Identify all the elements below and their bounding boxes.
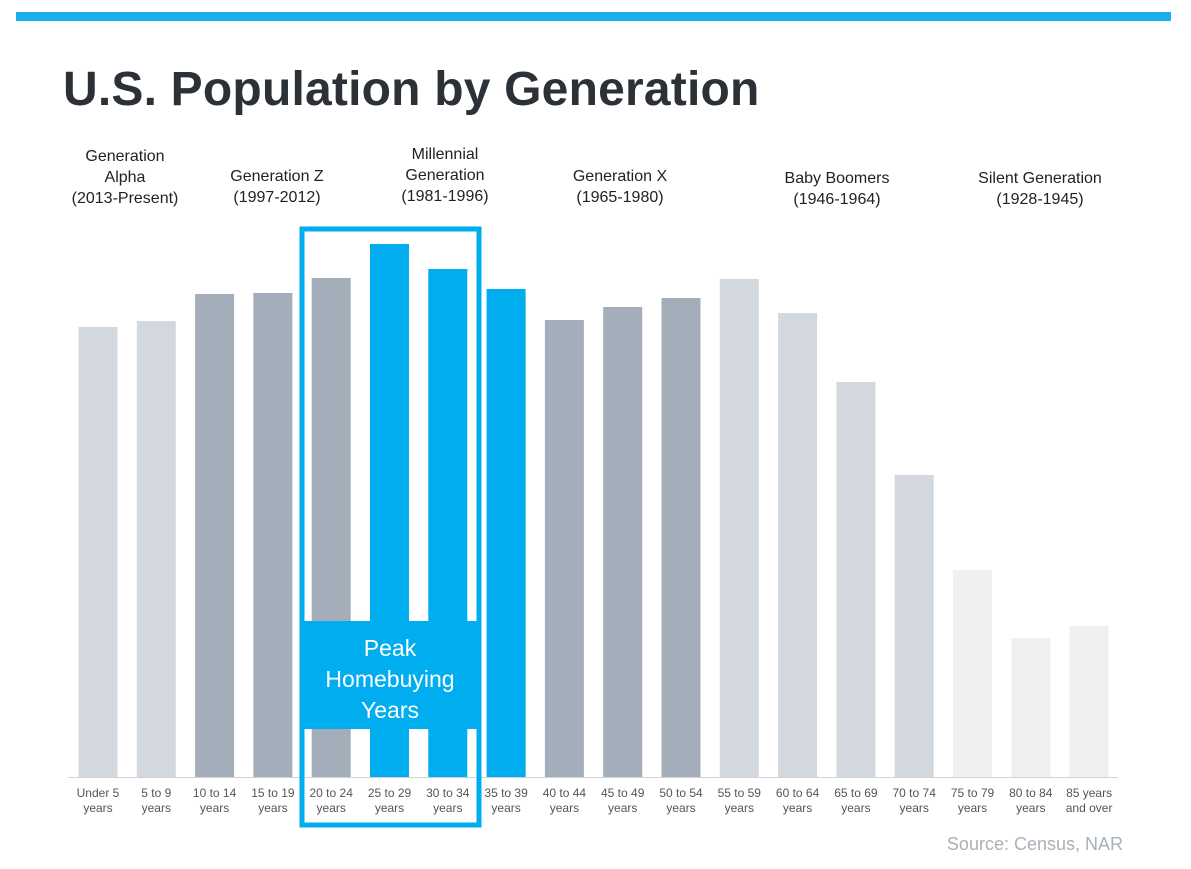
x-tick-label-line: years [491,801,520,815]
generation-label-line: (1946-1964) [793,191,881,208]
x-tick-label-line: years [783,801,812,815]
x-tick-label-line: 60 to 64 [776,786,820,800]
x-tick-label-line: years [550,801,579,815]
x-tick-label-line: 85 years [1066,786,1112,800]
generation-label-line: Generation X [572,168,668,185]
x-tick-label-line: 20 to 24 [310,786,354,800]
chart-title: U.S. Population by Generation [63,63,760,116]
x-tick-label: 25 to 29 years [368,786,412,815]
x-tick-label-line: 5 to 9 [141,786,171,800]
generation-label-line: Baby Boomers [784,170,890,187]
bar [195,294,235,777]
x-tick-label-line: and over [1066,801,1113,815]
bar [544,320,584,777]
x-tick-label: 5 to 9 years [141,786,171,815]
x-tick-label-line: years [958,801,987,815]
x-tick-label-line: 40 to 44 [543,786,587,800]
x-tick-label-line: years [200,801,229,815]
bar [78,327,118,777]
x-tick-label: 80 to 84 years [1009,786,1053,815]
x-tick-label: 10 to 14 years [193,786,237,815]
x-tick-label: 60 to 64 years [776,786,820,815]
x-tick-label-line: 65 to 69 [834,786,878,800]
generation-label: Silent Generation (1928-1945) [945,168,1135,210]
peak-homebuying-label: Peak Homebuying Years [325,635,454,723]
generation-label: Baby Boomers (1946-1964) [742,168,932,210]
x-tick-label-line: 70 to 74 [893,786,937,800]
x-tick-label-line: 80 to 84 [1009,786,1053,800]
source-note: Source: Census, NAR [946,834,1123,854]
x-tick-label-line: years [725,801,754,815]
x-tick-label: 30 to 34 years [426,786,470,815]
x-tick-label: 20 to 24 years [310,786,354,815]
generation-label-line: (1997-2012) [233,189,321,206]
x-tick-label: 35 to 39 years [484,786,528,815]
x-tick-label-line: years [317,801,346,815]
x-tick-label: 55 to 59 years [718,786,762,815]
bar [778,313,818,777]
bar [253,293,293,777]
x-tick-label-line: Under 5 [77,786,120,800]
x-tick-label: 15 to 19 years [251,786,295,815]
x-tick-label-line: 30 to 34 [426,786,470,800]
generation-label: Generation Alpha (2013-Present) [30,146,220,209]
generation-label: Generation X (1965-1980) [525,166,715,208]
bar [836,382,876,777]
bar [136,321,176,777]
generation-label-line: (1928-1945) [996,191,1084,208]
x-tick-label-line: 10 to 14 [193,786,237,800]
x-tick-label-line: years [258,801,287,815]
x-tick-label-line: years [1016,801,1045,815]
peak-homebuying-banner [302,621,479,729]
x-tick-label: 40 to 44 years [543,786,587,815]
top-accent-bar [16,12,1171,21]
generation-label: Millennial Generation (1981-1996) [350,144,540,207]
generation-label-line: (2013-Present) [71,190,179,207]
x-tick-label-line: 50 to 54 [659,786,703,800]
bar [486,289,526,777]
generation-label-line: (1965-1980) [576,189,664,206]
bar [894,475,934,777]
x-tick-label-line: years [142,801,171,815]
generation-label: Generation Z (1997-2012) [182,166,372,208]
bar [719,279,759,777]
x-tick-label: 50 to 54 years [659,786,703,815]
peak-homebuying-label-line: Peak [364,635,417,661]
generation-label-line: Generation Z [230,168,324,185]
x-tick-label-line: 25 to 29 [368,786,412,800]
bar [1011,638,1051,777]
x-tick-label-line: 35 to 39 [484,786,528,800]
x-tick-label-line: years [841,801,870,815]
generation-label-line: Alpha [104,169,146,186]
x-tick-label-line: years [666,801,695,815]
x-tick-label: Under 5 years [77,786,120,815]
bar [603,307,643,777]
x-tick-label-line: years [375,801,404,815]
x-tick-label-line: years [433,801,462,815]
x-tick-label-line: years [608,801,637,815]
peak-homebuying-label-line: Homebuying [325,666,454,692]
peak-homebuying-label-line: Years [361,697,419,723]
peak-homebuying-highlight-box [299,226,482,828]
x-tick-label-line: years [83,801,112,815]
x-tick-label: 65 to 69 years [834,786,878,815]
bar [661,298,701,777]
generation-label-line: Generation [85,148,165,165]
x-tick-label: 70 to 74 years [893,786,937,815]
x-tick-label: 85 years and over [1066,786,1113,815]
x-tick-label-line: 55 to 59 [718,786,762,800]
generation-label-line: (1981-1996) [401,188,489,205]
x-tick-label-line: 15 to 19 [251,786,295,800]
x-tick-label-line: 45 to 49 [601,786,645,800]
x-tick-label: 75 to 79 years [951,786,995,815]
x-tick-label-line: years [900,801,929,815]
x-tick-label-line: 75 to 79 [951,786,995,800]
generation-label-line: Silent Generation [978,170,1102,187]
x-tick-label: 45 to 49 years [601,786,645,815]
bar [1069,626,1109,777]
bar [953,570,992,777]
generation-label-line: Millennial [411,146,479,163]
generation-label-line: Generation [405,167,485,184]
